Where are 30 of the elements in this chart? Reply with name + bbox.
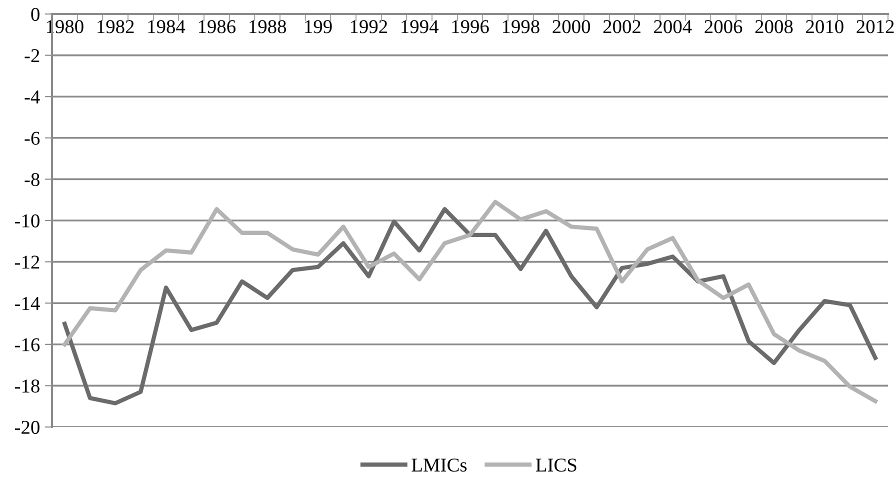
x-tick-label: 2006 <box>704 20 742 34</box>
x-tick-label: 2008 <box>755 20 793 34</box>
x-tick-label: 1982 <box>98 20 134 34</box>
x-tick-label: 1986 <box>198 20 236 34</box>
x-tick-label: 2010 <box>806 20 844 34</box>
y-tick-label: -2 <box>24 49 40 62</box>
y-tick-label: -18 <box>15 380 40 393</box>
y-tick-label: -10 <box>15 214 40 228</box>
x-tick-label: 1996 <box>452 20 489 34</box>
y-tick-label: -4 <box>24 90 40 104</box>
x-tick-label: 2004 <box>654 20 692 34</box>
y-tick-label: -6 <box>24 132 40 145</box>
x-tick-label: 1984 <box>148 20 186 34</box>
x-tick-label: 1994 <box>402 20 438 34</box>
x-tick-label: 1988 <box>250 20 286 34</box>
y-tick-label: -8 <box>24 173 40 186</box>
y-tick-label: -16 <box>15 338 40 352</box>
x-tick-label: 2002 <box>603 20 640 34</box>
y-tick-label: 0 <box>31 8 40 21</box>
y-tick-label: -14 <box>15 297 40 310</box>
legend-label: LICS <box>536 458 576 472</box>
x-tick-label: 2000 <box>552 20 590 34</box>
x-tick-label: 2012 <box>856 20 894 34</box>
y-tick-label: -20 <box>15 420 40 434</box>
x-tick-label: 1998 <box>502 20 540 34</box>
y-tick-label: -12 <box>15 256 40 269</box>
x-tick-label: 1980 <box>46 20 84 34</box>
x-tick-label: 1992 <box>350 20 388 34</box>
legend-label: LMICs <box>412 458 467 472</box>
x-tick-label: 199 <box>305 20 332 34</box>
